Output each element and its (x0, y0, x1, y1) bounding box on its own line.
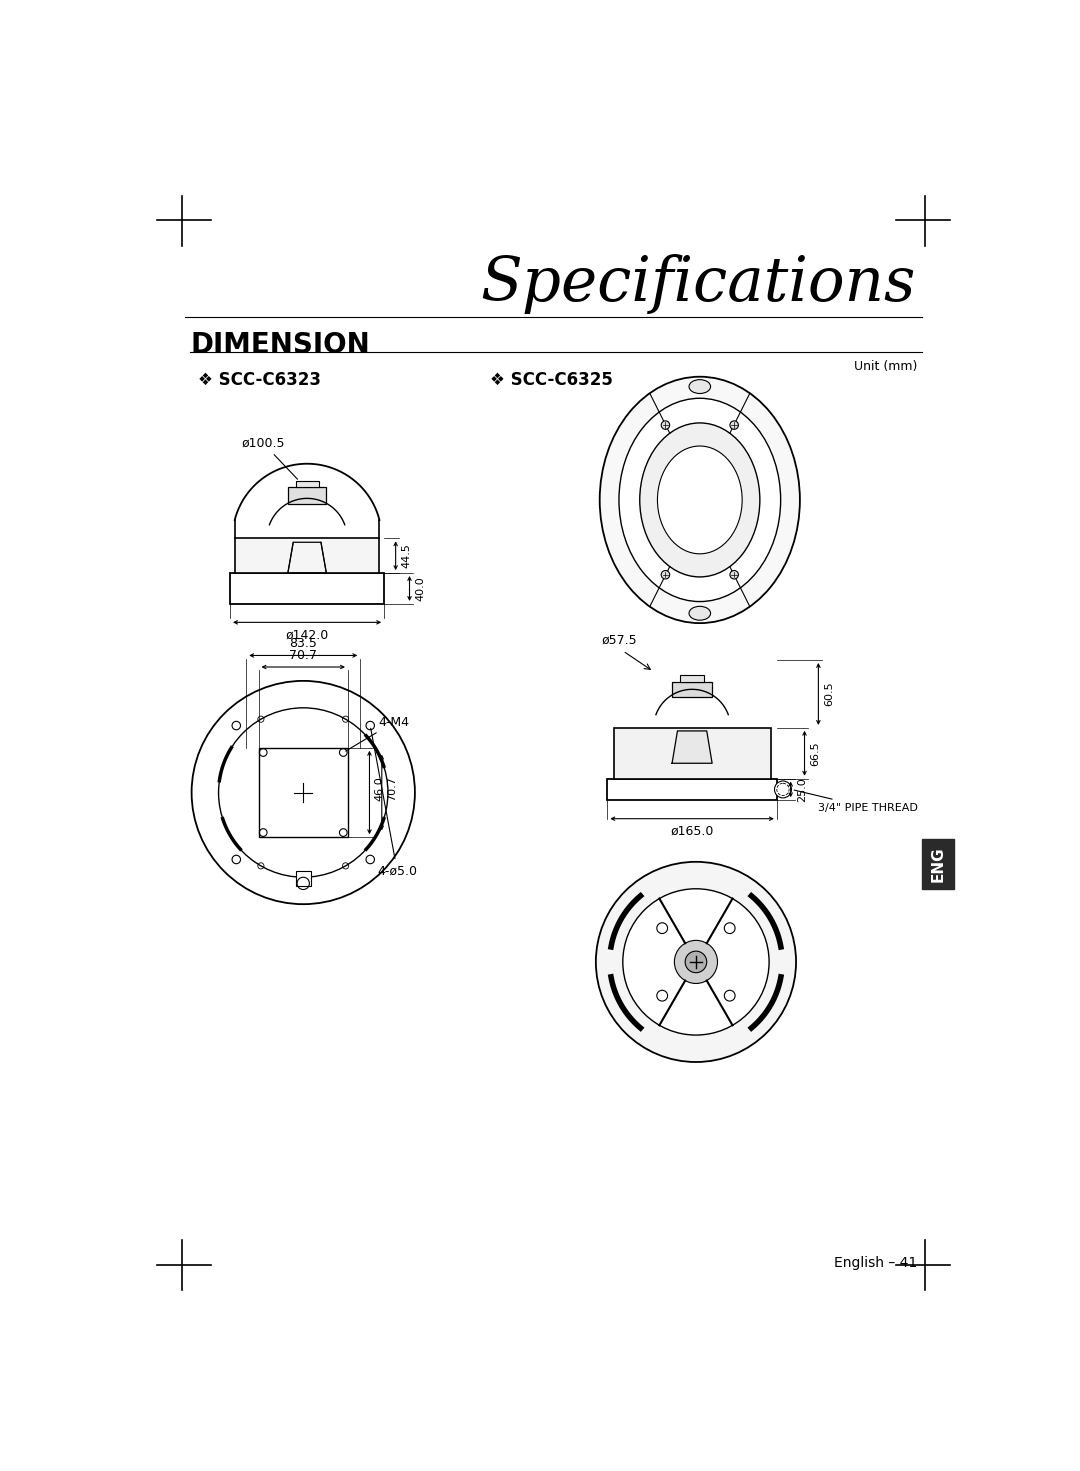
Circle shape (685, 952, 706, 972)
Text: 25.0: 25.0 (797, 777, 807, 802)
Text: ❖ SCC-C6325: ❖ SCC-C6325 (490, 371, 613, 388)
Text: 83.5: 83.5 (289, 637, 318, 650)
Bar (288, 487, 326, 503)
Ellipse shape (658, 446, 742, 553)
Bar (296, 481, 319, 487)
Ellipse shape (639, 424, 760, 577)
Ellipse shape (619, 399, 781, 602)
Text: Unit (mm): Unit (mm) (853, 360, 917, 372)
Bar (607, 778, 777, 800)
Ellipse shape (599, 377, 800, 624)
Text: ❖ SCC-C6323: ❖ SCC-C6323 (198, 371, 321, 388)
Text: 4-ø5.0: 4-ø5.0 (370, 728, 417, 877)
Text: ø142.0: ø142.0 (285, 628, 328, 641)
Polygon shape (672, 731, 712, 763)
Circle shape (730, 571, 739, 580)
Text: 70.7: 70.7 (289, 649, 318, 662)
Bar (921, 838, 954, 888)
Text: 3/4" PIPE THREAD: 3/4" PIPE THREAD (794, 790, 918, 812)
Text: 60.5: 60.5 (824, 681, 835, 706)
Text: ø57.5: ø57.5 (602, 633, 637, 646)
Text: ENG: ENG (930, 846, 945, 881)
Bar (234, 538, 379, 574)
Text: Specifications: Specifications (480, 253, 916, 313)
Bar (296, 871, 311, 887)
Text: English – 41: English – 41 (834, 1256, 917, 1269)
Bar (258, 747, 348, 837)
Circle shape (596, 862, 796, 1062)
Text: 40.0: 40.0 (416, 577, 426, 600)
Text: 66.5: 66.5 (811, 741, 821, 765)
Bar (230, 574, 384, 605)
Circle shape (661, 421, 670, 430)
Text: DIMENSION: DIMENSION (190, 331, 369, 359)
Circle shape (623, 888, 769, 1036)
Circle shape (730, 421, 739, 430)
Circle shape (674, 940, 717, 984)
Ellipse shape (689, 606, 711, 621)
Circle shape (774, 781, 792, 797)
Text: 70.7: 70.7 (387, 777, 397, 802)
Bar (679, 675, 704, 681)
Text: 44.5: 44.5 (402, 543, 411, 568)
Text: ø100.5: ø100.5 (242, 437, 297, 480)
Bar (613, 728, 771, 778)
Text: 4-M4: 4-M4 (346, 715, 409, 752)
Ellipse shape (689, 380, 711, 394)
Text: 46.0: 46.0 (375, 777, 384, 802)
Text: ø165.0: ø165.0 (671, 825, 714, 838)
Circle shape (661, 571, 670, 580)
Bar (672, 681, 712, 697)
